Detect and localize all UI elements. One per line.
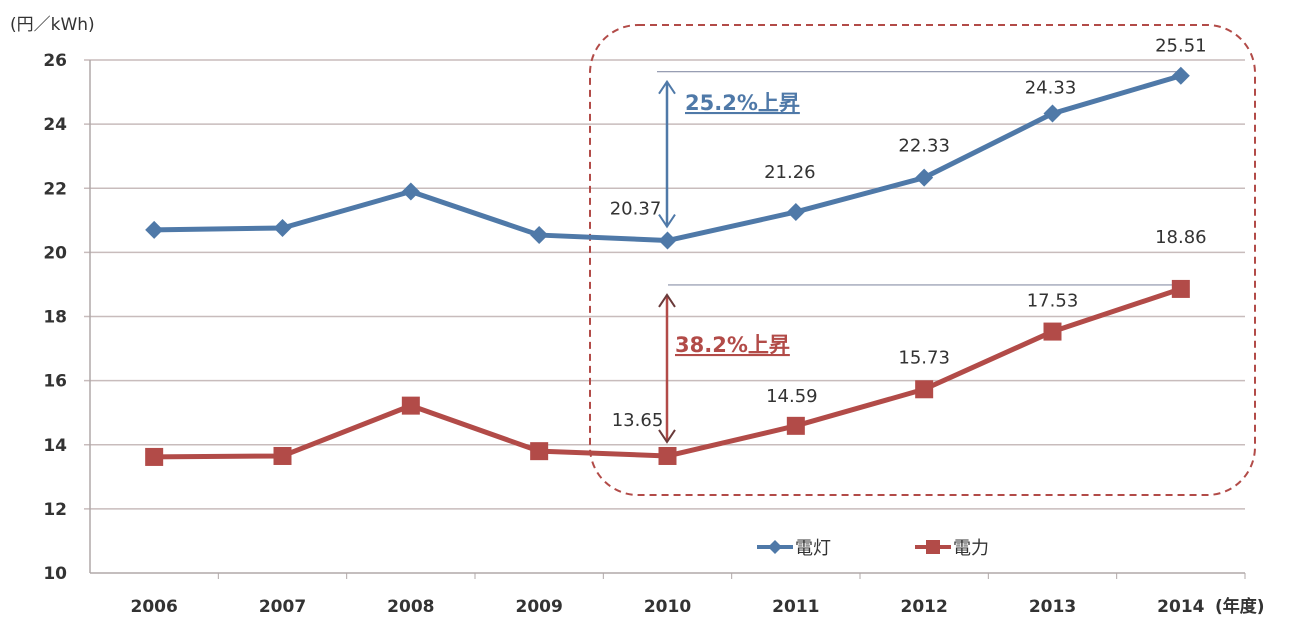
data-label: 15.73	[898, 347, 950, 368]
data-point-square	[915, 380, 934, 399]
x-tick-label: 2007	[259, 597, 306, 617]
data-point-diamond	[401, 182, 420, 201]
x-tick-label: 2013	[1029, 597, 1076, 617]
data-point-square	[658, 446, 677, 465]
x-tick-label: 2008	[387, 597, 434, 617]
legend-square-icon	[926, 540, 940, 554]
highlight-box	[589, 24, 1256, 496]
x-tick-label: 2011	[772, 597, 819, 617]
y-tick-label: 18	[43, 308, 67, 328]
y-tick-label: 12	[43, 500, 67, 520]
arrow-heads	[658, 293, 676, 444]
data-point-square	[786, 416, 805, 435]
data-label: 21.26	[764, 162, 816, 183]
arrow-heads	[658, 79, 676, 229]
increase-annotation: 25.2%上昇	[685, 91, 800, 115]
x-tick-label: 2006	[131, 597, 178, 617]
data-label: 24.33	[1025, 78, 1077, 99]
x-axis-unit-label: (年度)	[1215, 596, 1265, 617]
data-label: 14.59	[766, 386, 818, 407]
x-tick-label: 2014	[1157, 597, 1204, 617]
y-tick-label: 10	[43, 564, 67, 584]
x-tick-label: 2010	[644, 597, 691, 617]
data-label: 13.65	[612, 410, 664, 431]
y-tick-label: 26	[43, 51, 67, 71]
y-tick-label: 22	[43, 179, 67, 199]
y-tick-label: 16	[43, 372, 67, 392]
data-point-square	[273, 446, 292, 465]
data-point-square	[145, 447, 164, 466]
legend-label: 電力	[953, 538, 989, 559]
x-tick-label: 2009	[516, 597, 563, 617]
data-point-square	[1043, 322, 1062, 341]
data-point-square	[530, 442, 549, 461]
data-point-diamond	[1043, 104, 1062, 123]
data-point-diamond	[530, 226, 549, 245]
y-tick-label: 24	[43, 115, 67, 135]
data-point-diamond	[658, 231, 677, 250]
data-point-square	[401, 396, 420, 415]
data-point-square	[1171, 279, 1190, 298]
data-point-diamond	[786, 202, 805, 221]
data-label: 25.51	[1155, 36, 1207, 57]
data-point-diamond	[145, 220, 164, 239]
data-point-diamond	[273, 219, 292, 238]
data-label: 20.37	[610, 199, 662, 220]
data-point-diamond	[1171, 66, 1190, 85]
increase-annotation: 38.2%上昇	[675, 333, 790, 357]
legend-diamond-icon	[768, 540, 782, 554]
y-axis-unit-label: (円／kWh)	[10, 15, 95, 35]
x-tick-label: 2012	[901, 597, 948, 617]
data-label: 18.86	[1155, 227, 1207, 248]
y-tick-label: 20	[43, 243, 67, 263]
data-label: 22.33	[898, 136, 950, 157]
data-label: 17.53	[1027, 291, 1079, 312]
y-tick-label: 14	[43, 436, 67, 456]
data-point-diamond	[915, 168, 934, 187]
legend-label: 電灯	[795, 538, 831, 559]
